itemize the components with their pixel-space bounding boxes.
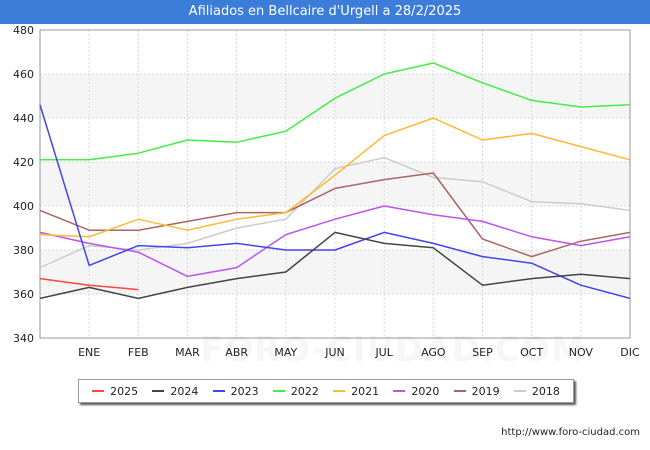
legend-swatch <box>92 390 105 392</box>
legend-swatch <box>152 390 165 392</box>
legend-item-2022: 2022 <box>272 384 319 398</box>
legend-label: 2019 <box>471 384 500 398</box>
y-tick-label: 440 <box>13 112 34 125</box>
legend-label: 2023 <box>230 384 259 398</box>
legend-swatch <box>453 390 466 392</box>
x-tick-label: DIC <box>620 346 640 359</box>
y-tick-label: 460 <box>13 68 34 81</box>
legend-item-2024: 2024 <box>152 385 198 398</box>
legend-item-2025: 2025 <box>92 385 138 398</box>
series-line-2021 <box>39 117 631 238</box>
series-line-2024 <box>39 231 631 300</box>
legend-label: 2021 <box>351 384 380 398</box>
x-tick-label: MAY <box>274 346 297 359</box>
series-line-2023 <box>39 104 631 300</box>
x-tick-label: OCT <box>520 346 543 359</box>
legend-label: 2024 <box>170 384 199 398</box>
series-line-2019 <box>39 172 631 258</box>
legend-swatch <box>212 390 225 392</box>
x-tick-label: AGO <box>421 346 446 359</box>
legend-item-2020: 2020 <box>393 385 439 398</box>
plot-frame <box>39 29 631 339</box>
x-tick-label: ABR <box>225 346 248 359</box>
chart-title: Afiliados en Bellcaire d'Urgell a 28/2/2… <box>0 0 650 24</box>
series-line-2025 <box>39 277 139 291</box>
legend-label: 2018 <box>531 384 560 398</box>
series-line-2018 <box>39 156 631 269</box>
legend-swatch <box>393 390 406 392</box>
legend-item-2019: 2019 <box>453 384 500 398</box>
y-tick-label: 400 <box>13 200 34 213</box>
x-tick-label: JUN <box>324 346 345 359</box>
x-tick-label: JUL <box>374 346 393 359</box>
series-line-2020 <box>39 205 631 278</box>
legend-swatch <box>513 390 526 392</box>
legend-item-2018: 2018 <box>513 384 560 398</box>
legend-item-2021: 2021 <box>333 385 379 398</box>
legend-label: 2020 <box>411 384 440 398</box>
x-tick-label: FEB <box>128 346 149 359</box>
y-tick-label: 380 <box>13 244 34 257</box>
series-line-2022 <box>40 62 631 161</box>
x-tick-label: ENE <box>78 346 100 359</box>
x-tick-label: MAR <box>175 346 200 359</box>
legend-swatch <box>333 390 346 392</box>
x-tick-label: SEP <box>472 346 493 359</box>
legend: 2025 2024 2023 2022 2021 2020 2019 2018 <box>78 379 574 403</box>
source-url: http://www.foro-ciudad.com <box>501 427 640 438</box>
watermark: FORO-CIUDAD.COM <box>200 330 586 370</box>
y-tick-label: 360 <box>13 288 34 301</box>
legend-label: 2025 <box>110 384 139 398</box>
legend-item-2023: 2023 <box>212 384 259 398</box>
y-tick-label: 420 <box>13 156 34 169</box>
legend-swatch <box>272 390 285 392</box>
legend-label: 2022 <box>290 384 319 398</box>
y-tick-label: 340 <box>13 332 34 345</box>
x-tick-label: NOV <box>569 346 594 359</box>
y-tick-label: 480 <box>13 24 34 37</box>
